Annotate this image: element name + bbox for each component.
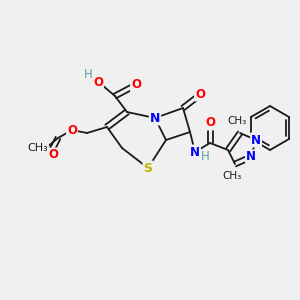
Text: N: N: [190, 146, 200, 158]
Text: H: H: [201, 151, 209, 164]
Text: N: N: [150, 112, 160, 124]
Text: O: O: [67, 124, 77, 136]
Text: CH₃: CH₃: [227, 116, 247, 126]
Text: S: S: [143, 161, 152, 175]
Text: O: O: [48, 148, 58, 161]
Text: N: N: [246, 151, 256, 164]
Text: CH₃: CH₃: [28, 143, 48, 153]
Text: N: N: [251, 134, 261, 146]
Text: O: O: [131, 79, 141, 92]
Text: O: O: [93, 76, 103, 88]
Text: O: O: [195, 88, 205, 100]
Text: H: H: [84, 68, 92, 82]
Text: O: O: [205, 116, 215, 130]
Text: CH₃: CH₃: [222, 171, 242, 181]
